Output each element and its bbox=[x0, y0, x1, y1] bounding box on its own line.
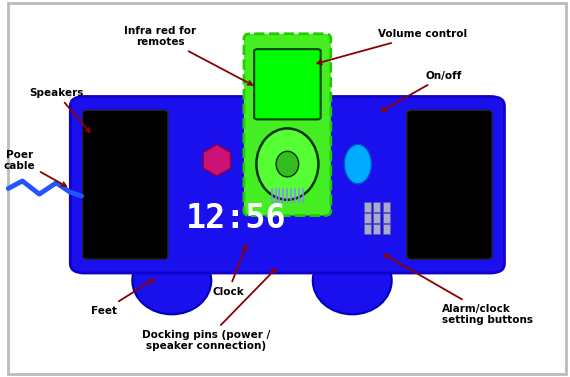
Ellipse shape bbox=[256, 129, 319, 200]
Text: Volume control: Volume control bbox=[317, 29, 467, 64]
Text: Speakers: Speakers bbox=[29, 88, 89, 132]
Text: On/off: On/off bbox=[382, 71, 462, 111]
Bar bbox=[364, 224, 371, 234]
Bar bbox=[382, 202, 390, 212]
FancyBboxPatch shape bbox=[70, 97, 504, 273]
FancyBboxPatch shape bbox=[254, 49, 321, 120]
FancyBboxPatch shape bbox=[407, 110, 492, 259]
Ellipse shape bbox=[132, 247, 211, 314]
Bar bbox=[373, 213, 380, 223]
Text: Infra red for
remotes: Infra red for remotes bbox=[124, 26, 252, 85]
Bar bbox=[373, 202, 380, 212]
Text: Alarm/clock
setting buttons: Alarm/clock setting buttons bbox=[385, 255, 534, 325]
Bar bbox=[382, 213, 390, 223]
Text: Docking pins (power /
speaker connection): Docking pins (power / speaker connection… bbox=[141, 269, 275, 351]
Ellipse shape bbox=[276, 151, 299, 177]
Text: Poer
cable: Poer cable bbox=[4, 150, 66, 186]
FancyBboxPatch shape bbox=[83, 110, 168, 259]
Text: 12:56: 12:56 bbox=[186, 202, 287, 235]
Ellipse shape bbox=[344, 144, 372, 184]
Text: Clock: Clock bbox=[212, 245, 247, 297]
FancyBboxPatch shape bbox=[244, 34, 331, 216]
Bar bbox=[373, 224, 380, 234]
Ellipse shape bbox=[313, 247, 392, 314]
Bar bbox=[364, 213, 371, 223]
Bar bbox=[382, 224, 390, 234]
Bar bbox=[364, 202, 371, 212]
Text: Feet: Feet bbox=[91, 279, 154, 316]
Polygon shape bbox=[203, 144, 231, 176]
